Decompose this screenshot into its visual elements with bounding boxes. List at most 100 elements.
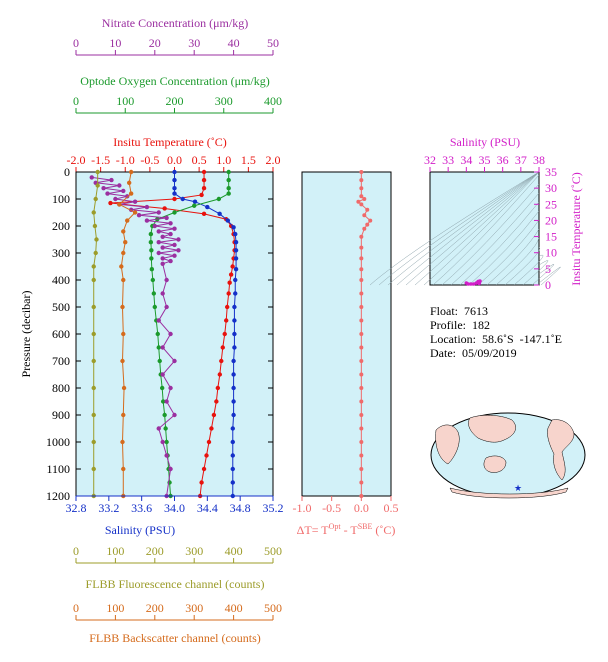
delta-t-axis-label: ΔT= TOpt - TSBE (˚C)	[297, 522, 396, 537]
ts_salinity-tick-label: 37	[515, 153, 527, 167]
delta-t-point	[359, 413, 364, 417]
nitrate-concentration-point	[160, 256, 165, 261]
flbb-fluorescence-channel-point	[94, 237, 99, 242]
optode-oxygen-concentration-point	[163, 426, 168, 431]
optode-oxygen-concentration-point	[151, 291, 157, 296]
delta-t-point	[359, 170, 364, 174]
nitrate-concentration-point	[176, 237, 181, 242]
nitrate-concentration-point	[117, 183, 122, 188]
flbb-backscatter-channel-point	[119, 264, 124, 269]
ts-temperature-tick-label: 35	[545, 165, 557, 179]
map-africa-europe	[435, 424, 460, 465]
oxygen-tick-label: 400	[264, 94, 282, 108]
salinity-line	[174, 172, 237, 496]
ts-salinity-label: Salinity (PSU)	[450, 135, 520, 149]
nitrate-tick-label: 10	[109, 36, 121, 50]
ts-isopycnal-line	[468, 210, 540, 286]
nitrate-concentration-point	[172, 253, 177, 258]
delta-t-point	[362, 213, 367, 218]
flbb-backscatter-channel-point	[123, 240, 128, 245]
ts-point	[471, 282, 476, 286]
world-map: ★	[430, 412, 586, 499]
nitrate-concentration-point	[164, 399, 169, 404]
delta-t-panel: -1.0 -0.5 0.0 0.5 ΔT= TOpt - TSBE (˚C)	[293, 170, 399, 537]
insitu-temperature-point	[224, 318, 229, 323]
insitu-temperature-point	[201, 211, 207, 217]
nitrate-concentration-point	[160, 234, 165, 239]
optode-oxygen-concentration-point	[157, 358, 162, 364]
delta-t-point	[359, 305, 364, 309]
salinity-point	[230, 426, 235, 431]
optode-oxygen-concentration-point	[216, 196, 222, 202]
ts-diagram-panel: Salinity (PSU) 32 33 34 35 36 37 38 0 5 10 15 20 25…	[369, 135, 583, 292]
optode-oxygen-concentration-point	[148, 240, 154, 245]
nitrate-concentration-point	[160, 345, 165, 350]
salinity-point	[231, 372, 236, 377]
oxygen-tick-label: 100	[116, 94, 134, 108]
flbb-backscatter-channel-point	[128, 169, 134, 175]
delta-t-point	[359, 453, 364, 458]
nitrate-concentration-point	[156, 210, 161, 215]
pressure-tick-label: 1200	[46, 489, 70, 503]
nitrate-concentration-point	[172, 412, 177, 418]
salinity-point	[172, 186, 177, 191]
nitrate-tick-label: 40	[228, 36, 240, 50]
nitrate-concentration-point	[168, 466, 173, 472]
flbb-backscatter-channel-point	[125, 218, 130, 223]
pressure-tick-label: 300	[52, 246, 70, 260]
ts-temperature-tick-label: 15	[545, 230, 557, 244]
backscatter-axis: 0 100 200 300 400 500 FLBB Backscatter channe…	[73, 601, 282, 645]
delta-t-point	[359, 399, 364, 404]
ts-isopycnal-line	[459, 201, 540, 286]
optode-oxygen-concentration-point	[226, 169, 231, 175]
delta-t-point	[359, 178, 364, 183]
nitrate-concentration-point	[125, 194, 130, 199]
salinity-tick-label: 33.6	[131, 501, 152, 515]
optode-oxygen-concentration-point	[172, 210, 177, 215]
ts-isopycnal-line	[432, 174, 540, 286]
temperature-tick-label: 0.0	[167, 153, 182, 167]
salinity-point	[172, 191, 177, 196]
insitu-temperature-point	[199, 192, 204, 198]
ts-isopycnal-line	[450, 192, 540, 286]
flbb-fluorescence-channel-point	[93, 250, 98, 256]
nitrate-concentration-point	[121, 188, 126, 194]
flbb-backscatter-channel-point	[132, 210, 138, 215]
optode-oxygen-concentration-point	[156, 345, 161, 350]
salinity-point	[225, 218, 231, 223]
delta-t-point	[362, 226, 367, 231]
fluorescence-tick-label: 0	[73, 544, 79, 558]
flbb-backscatter-channel-point	[121, 412, 126, 418]
insitu-temperature-point	[172, 196, 177, 202]
insitu-temperature-point	[199, 480, 204, 485]
delta-t-point	[359, 267, 364, 272]
ts-point	[466, 282, 470, 286]
insitu-temperature-point	[211, 412, 217, 418]
insitu-temperature-point	[219, 358, 224, 364]
flbb-fluorescence-channel-point	[91, 304, 96, 310]
map-australia	[483, 455, 507, 473]
float-location-star-icon: ★	[514, 483, 522, 493]
pressure-tick-label: 1100	[46, 462, 70, 476]
ts-point	[477, 281, 482, 286]
pressure-tick-label: 1000	[46, 435, 70, 449]
nitrate-concentration-point	[156, 426, 161, 431]
optode-oxygen-concentration-point	[150, 277, 156, 283]
pressure-tick-label: 0	[64, 165, 70, 179]
optode-oxygen-concentration-point	[226, 191, 231, 196]
salinity-point	[233, 256, 239, 261]
nitrate-concentration-point	[132, 199, 138, 204]
optode-oxygen-concentration-point	[155, 331, 160, 337]
flbb-fluorescence-channel-point	[91, 358, 96, 364]
delta-panel-background	[301, 171, 392, 497]
date: Date: 05/09/2019	[430, 346, 517, 360]
temperature-tick-label: -0.5	[140, 153, 159, 167]
salinity-point	[230, 480, 235, 485]
temperature-tick-label: 0.5	[192, 153, 207, 167]
pressure-tick-label: 600	[52, 327, 70, 341]
backscatter-axis-label: FLBB Backscatter channel (counts)	[89, 631, 261, 645]
nitrate-axis: Nitrate Concentration (μm/kg) 0 10 20 30 40 5…	[73, 16, 279, 56]
delta_t-tick-label: -0.5	[322, 501, 341, 515]
optode-oxygen-concentration-point	[149, 256, 154, 261]
salinity-axis-label: Salinity (PSU)	[105, 523, 175, 537]
